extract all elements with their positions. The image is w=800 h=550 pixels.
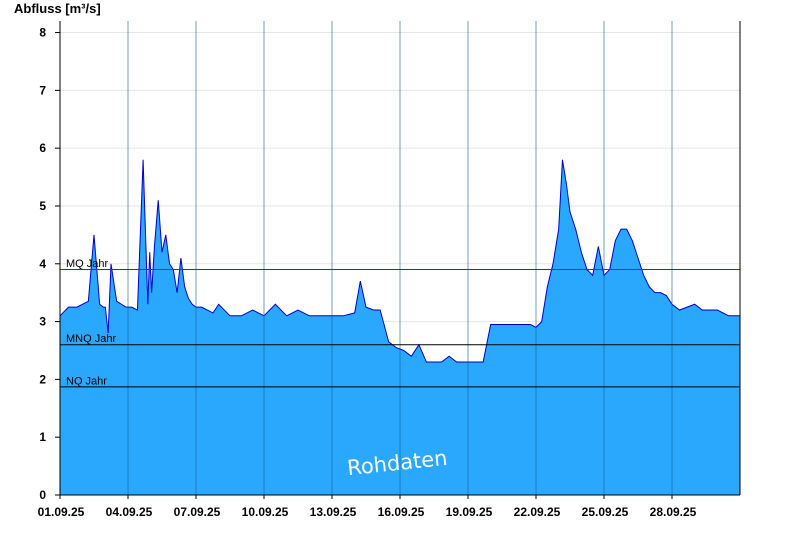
y-tick-label: 7 — [39, 83, 46, 97]
x-tick-label: 25.09.25 — [582, 505, 629, 519]
x-tick-label: 19.09.25 — [446, 505, 493, 519]
x-tick-label: 28.09.25 — [650, 505, 697, 519]
y-axis-title: Abfluss [m³/s] — [14, 1, 101, 16]
x-tick-label: 22.09.25 — [514, 505, 561, 519]
x-tick-label: 04.09.25 — [106, 505, 153, 519]
y-tick-label: 4 — [39, 257, 46, 271]
x-ticks: 01.09.25 04.09.25 07.09.25 10.09.25 13.09.25… — [38, 495, 697, 519]
day-grid-lines — [127, 21, 673, 495]
y-tick-label: 3 — [39, 315, 46, 329]
discharge-area — [60, 159, 740, 496]
y-ticks: 0 1 2 3 4 5 6 7 8 — [39, 26, 60, 502]
y-tick-label: 5 — [39, 199, 46, 213]
y-tick-label: 8 — [39, 26, 46, 40]
x-tick-label: 07.09.25 — [174, 505, 221, 519]
y-tick-label: 6 — [39, 141, 46, 155]
reference-line-label: MQ Jahr — [66, 258, 109, 270]
x-tick-label: 16.09.25 — [378, 505, 425, 519]
x-tick-label: 13.09.25 — [310, 505, 357, 519]
x-tick-label: 01.09.25 — [38, 505, 85, 519]
x-tick-label: 10.09.25 — [242, 505, 289, 519]
y-tick-label: 2 — [39, 372, 46, 386]
y-tick-label: 0 — [39, 488, 46, 502]
reference-lines: MQ Jahr MNQ Jahr NQ Jahr — [60, 258, 740, 388]
reference-line-label: NQ Jahr — [66, 375, 107, 387]
y-tick-label: 1 — [39, 430, 46, 444]
reference-line-label: MNQ Jahr — [66, 333, 116, 345]
